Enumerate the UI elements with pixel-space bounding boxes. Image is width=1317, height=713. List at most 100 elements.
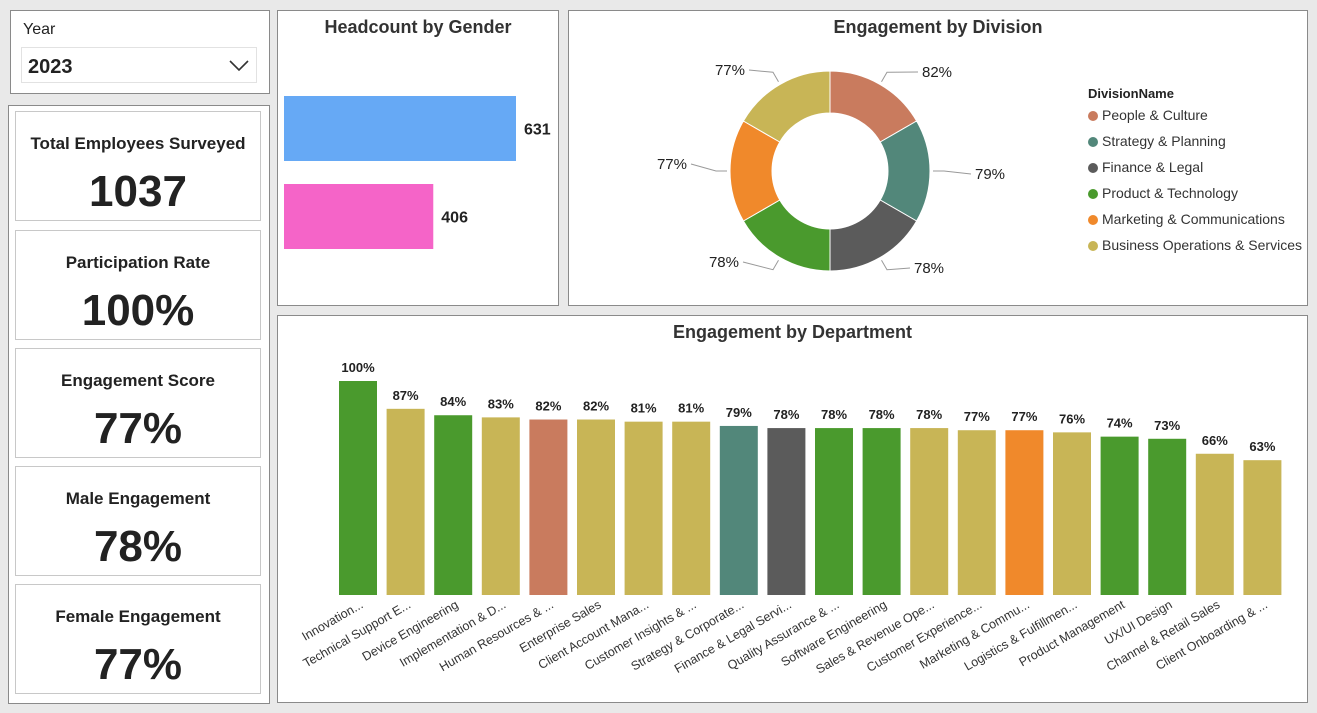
- legend-label: Strategy & Planning: [1102, 133, 1226, 149]
- year-selected-value: 2023: [28, 56, 73, 78]
- donut-leader-line: [748, 69, 779, 83]
- gender-bar-label: 406: [441, 210, 468, 227]
- engagement-by-division-chart: Engagement by Division 82% 79% 78% 78% 77% 77…: [568, 10, 1308, 306]
- legend-label: Marketing & Communications: [1102, 211, 1285, 227]
- department-bar: [767, 428, 806, 595]
- donut-data-label: 77%: [715, 62, 745, 79]
- department-bar-label: 78%: [773, 407, 799, 422]
- kpi-label: Participation Rate: [65, 253, 211, 272]
- donut-data-label: 82%: [922, 64, 952, 81]
- legend-marker: [1088, 241, 1098, 251]
- legend-label: Business Operations & Services: [1102, 237, 1302, 253]
- department-bar: [624, 421, 663, 595]
- donut-leader-line: [881, 71, 919, 83]
- department-bar: [1005, 430, 1044, 595]
- department-bar-label: 74%: [1107, 416, 1133, 431]
- donut-slice: [742, 70, 831, 143]
- department-bar: [434, 415, 473, 595]
- legend-label: Finance & Legal: [1102, 159, 1204, 175]
- kpi-label: Male Engagement: [65, 489, 211, 508]
- kpi-value: 100%: [81, 286, 195, 335]
- department-bar: [910, 428, 949, 595]
- kpi-card-engagement-score: Engagement Score 77%: [15, 348, 261, 458]
- kpi-card-male-engagement: Male Engagement 78%: [15, 466, 261, 576]
- gender-bar-plot: 631 406: [284, 96, 551, 249]
- department-bar-label: 81%: [631, 401, 657, 416]
- department-bar-label: 66%: [1202, 433, 1228, 448]
- department-bar: [815, 428, 853, 595]
- legend-item[interactable]: People & Culture: [1088, 107, 1208, 123]
- division-donut-plot: 82% 79% 78% 78% 77% 77%: [657, 62, 1005, 277]
- department-bar-label: 78%: [869, 407, 895, 422]
- legend-label: Product & Technology: [1102, 185, 1238, 201]
- department-bar: [339, 381, 377, 595]
- chart-title: Headcount by Gender: [324, 17, 512, 37]
- kpi-value: 78%: [93, 522, 183, 571]
- legend-label: People & Culture: [1102, 107, 1208, 123]
- department-bar: [862, 428, 901, 595]
- department-bar: [1100, 436, 1139, 595]
- department-bar-label: 76%: [1059, 411, 1085, 426]
- department-bar-plot: 100%Innovation...87%Technical Support E.…: [300, 360, 1282, 677]
- donut-leader-line: [690, 163, 727, 172]
- kpi-panel: Total Employees Surveyed 1037 Participat…: [8, 105, 270, 704]
- department-bar: [529, 419, 568, 595]
- legend-marker: [1088, 189, 1098, 199]
- donut-leader-line: [881, 259, 911, 271]
- donut-data-label: 78%: [914, 260, 944, 277]
- department-bar: [672, 421, 711, 595]
- department-bar-label: 82%: [535, 399, 561, 414]
- legend-item[interactable]: Business Operations & Services: [1088, 237, 1302, 253]
- kpi-card-female-engagement: Female Engagement 77%: [15, 584, 261, 694]
- chart-title: Engagement by Department: [672, 322, 913, 342]
- donut-leader-line: [933, 170, 972, 175]
- department-bar: [719, 425, 758, 595]
- chevron-down-icon[interactable]: [228, 56, 250, 74]
- department-bar-label: 81%: [678, 401, 704, 416]
- kpi-card-participation-rate: Participation Rate 100%: [15, 230, 261, 340]
- kpi-label: Female Engagement: [55, 607, 221, 626]
- kpi-value: 77%: [93, 404, 183, 453]
- department-bar: [1053, 432, 1091, 595]
- gender-bar: [284, 184, 434, 249]
- gender-bar-label: 631: [524, 122, 551, 139]
- kpi-value: 77%: [93, 640, 183, 689]
- department-bar-label: 77%: [964, 409, 990, 424]
- donut-data-label: 78%: [709, 254, 739, 271]
- gender-bar: [284, 96, 516, 161]
- department-bar-label: 78%: [916, 407, 942, 422]
- legend-title: DivisionName: [1088, 86, 1174, 101]
- department-bar-label: 82%: [583, 399, 609, 414]
- department-bar: [481, 417, 520, 595]
- department-bar-label: 77%: [1011, 409, 1037, 424]
- department-bar: [386, 408, 425, 595]
- legend-item[interactable]: Product & Technology: [1088, 185, 1238, 201]
- legend-item[interactable]: Finance & Legal: [1088, 159, 1203, 175]
- donut-data-label: 77%: [657, 156, 687, 173]
- donut-leader-line: [742, 259, 779, 271]
- legend-marker: [1088, 163, 1098, 173]
- legend-marker: [1088, 111, 1098, 121]
- kpi-label: Total Employees Surveyed: [30, 134, 246, 153]
- department-bar-label: 78%: [821, 407, 847, 422]
- department-bar: [1148, 438, 1187, 595]
- department-bar-label: 63%: [1249, 439, 1275, 454]
- kpi-value: 1037: [89, 167, 187, 216]
- department-bar: [577, 419, 615, 595]
- headcount-by-gender-chart: Headcount by Gender 631 406: [277, 10, 559, 306]
- department-bar: [1243, 460, 1282, 595]
- department-bar-label: 79%: [726, 405, 752, 420]
- year-slicer: Year 2023: [10, 10, 270, 94]
- department-bar: [957, 430, 996, 595]
- department-bar-label: 84%: [440, 394, 466, 409]
- donut-data-label: 79%: [975, 166, 1005, 183]
- year-dropdown[interactable]: 2023: [21, 47, 257, 83]
- legend-item[interactable]: Strategy & Planning: [1088, 133, 1226, 149]
- department-bar-label: 87%: [393, 388, 419, 403]
- year-slicer-label: Year: [23, 21, 56, 38]
- kpi-card-total-employees: Total Employees Surveyed 1037: [15, 111, 261, 221]
- department-bar-label: 83%: [488, 396, 514, 411]
- engagement-by-department-chart: Engagement by Department 100% Innovation.…: [277, 315, 1308, 703]
- department-bar-label: 73%: [1154, 418, 1180, 433]
- legend-item[interactable]: Marketing & Communications: [1088, 211, 1285, 227]
